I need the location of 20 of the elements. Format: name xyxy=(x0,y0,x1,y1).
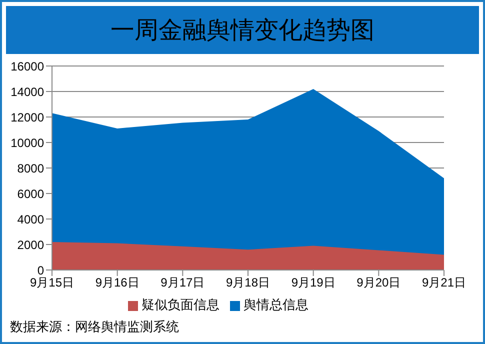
source-note: 数据来源：网络舆情监测系统 xyxy=(10,318,179,336)
x-tick-label: 9月17日 xyxy=(160,276,205,290)
y-tick-label: 0 xyxy=(37,263,44,278)
y-tick-label: 10000 xyxy=(10,136,44,150)
y-tick-label: 12000 xyxy=(10,110,44,124)
x-tick-label: 9月21日 xyxy=(422,276,466,290)
chart-title: 一周金融舆情变化趋势图 xyxy=(6,6,479,54)
y-tick-label: 14000 xyxy=(10,84,44,99)
legend-label: 舆情总信息 xyxy=(244,297,308,312)
y-tick-label: 8000 xyxy=(17,161,44,176)
x-tick-label: 9月18日 xyxy=(226,276,270,290)
x-tick-label: 9月19日 xyxy=(291,276,336,290)
x-tick-label: 9月15日 xyxy=(30,276,74,290)
y-tick-label: 6000 xyxy=(17,186,44,201)
x-tick-label: 9月20日 xyxy=(356,276,401,290)
y-tick-label: 16000 xyxy=(10,59,44,74)
y-tick-label: 4000 xyxy=(17,212,44,226)
legend-label: 疑似负面信息 xyxy=(142,297,220,312)
x-tick-label: 9月16日 xyxy=(95,276,140,290)
y-tick-label: 2000 xyxy=(17,238,44,252)
